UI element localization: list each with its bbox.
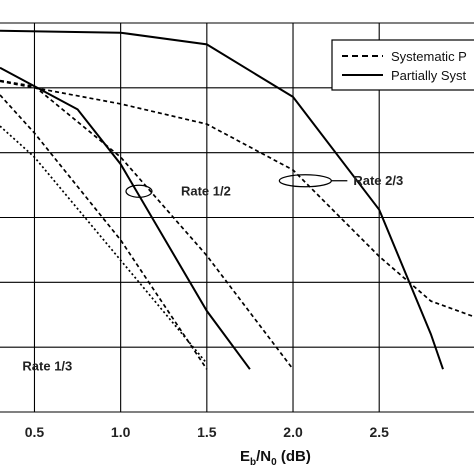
series-line-4 — [0, 94, 208, 370]
x-tick-label: 2.0 — [283, 424, 303, 440]
series-line-5 — [0, 125, 208, 364]
series-line-3 — [0, 79, 294, 370]
x-tick-label: 1.0 — [111, 424, 131, 440]
x-tick-label: 1.5 — [197, 424, 217, 440]
rate-2-3-ellipse — [278, 174, 332, 188]
annotations-group: Rate 1/2 Rate 2/3 Rate 1/3 — [22, 173, 403, 374]
legend-box — [331, 39, 474, 91]
series-line-0 — [0, 29, 444, 370]
x-tick-labels: 0.5 1.0 1.5 2.0 2.5 — [25, 424, 389, 440]
rate-1-2-ellipse — [125, 184, 153, 198]
annotation-1: Rate 2/3 — [353, 173, 403, 188]
x-tick-label: 0.5 — [25, 424, 45, 440]
x-axis-label: Eb/N0 (dB) — [240, 448, 311, 468]
series-group — [0, 29, 474, 370]
series-line-1 — [0, 80, 474, 318]
series-line-2 — [0, 66, 251, 370]
annotation-2: Rate 1/3 — [22, 358, 72, 373]
legend: Systematic P Partially Syst — [331, 39, 474, 91]
x-tick-label: 2.5 — [369, 424, 389, 440]
legend-label-0: Systematic P — [391, 49, 467, 64]
annotation-0: Rate 1/2 — [181, 183, 231, 198]
legend-label-1: Partially Syst — [391, 68, 467, 83]
